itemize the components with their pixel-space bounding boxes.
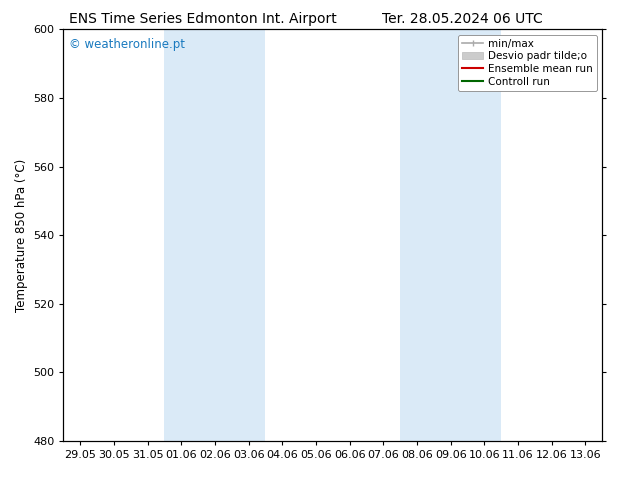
Legend: min/max, Desvio padr tilde;o, Ensemble mean run, Controll run: min/max, Desvio padr tilde;o, Ensemble m… — [458, 35, 597, 91]
Bar — [164, 29, 266, 441]
Text: Ter. 28.05.2024 06 UTC: Ter. 28.05.2024 06 UTC — [382, 12, 543, 26]
Bar — [400, 29, 501, 441]
Y-axis label: Temperature 850 hPa (°C): Temperature 850 hPa (°C) — [15, 159, 27, 312]
Text: ENS Time Series Edmonton Int. Airport: ENS Time Series Edmonton Int. Airport — [69, 12, 337, 26]
Text: © weatheronline.pt: © weatheronline.pt — [68, 38, 184, 50]
